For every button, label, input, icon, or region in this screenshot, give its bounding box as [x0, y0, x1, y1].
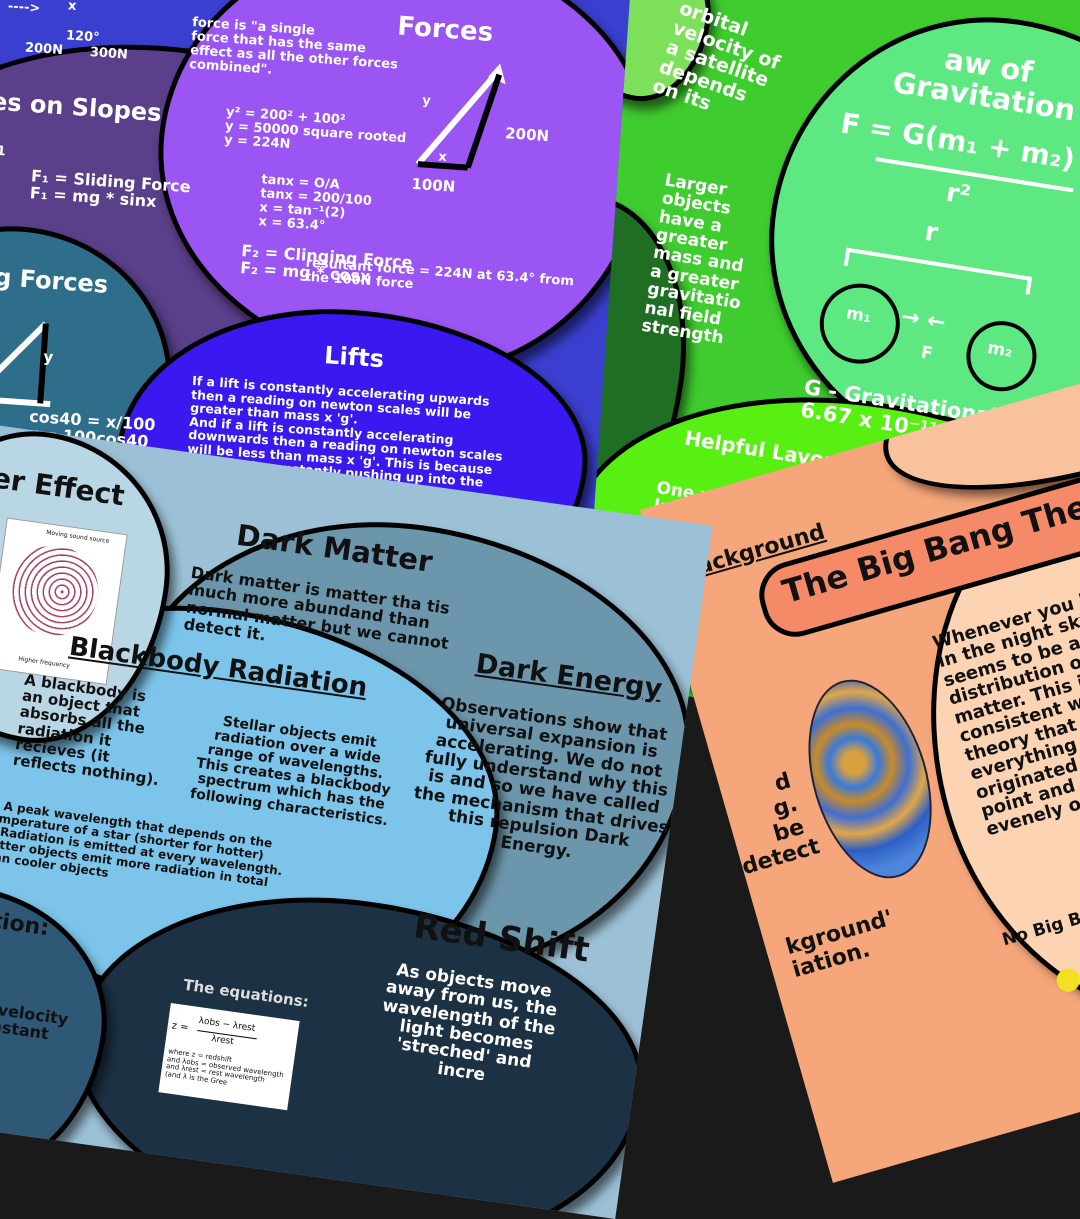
mass-one-label: m₁	[844, 303, 873, 328]
diagram-200n-label: 200N	[504, 124, 550, 146]
top-angle-label: 120°	[65, 28, 101, 46]
equation-where: where z = redshift and λobs = observed w…	[164, 1047, 285, 1087]
diagram-x-label: x	[437, 149, 448, 166]
forces-poster: Forces force is "a single force that has…	[0, 0, 639, 558]
resultant-vector-diagram	[415, 63, 506, 171]
diagram-y-label: y	[421, 93, 432, 109]
resolving-y-label: y	[42, 347, 54, 367]
formula-denominator: r²	[944, 177, 973, 212]
forces-title: Forces	[396, 11, 495, 49]
sound-wave-rings	[2, 539, 104, 642]
resolving-vector-diagram	[0, 321, 51, 408]
astrophysics-poster: er Effect Moving sound source Higher fre…	[0, 420, 713, 1219]
mass-two-label: m₂	[985, 338, 1014, 362]
lifts-title: Lifts	[323, 341, 385, 374]
top-300n-label: 300N	[89, 45, 129, 63]
top-x-label: x	[67, 0, 77, 14]
moving-source-caption: Moving sound source	[45, 529, 110, 545]
cmb-fragment-text: kground' iation.	[782, 905, 896, 983]
resultant-trig: tanx = O/A tanx = 200/100 x = tan⁻¹(2) x…	[257, 172, 373, 234]
equation-card: z = λobs − λrest λrest where z = redshif…	[158, 1003, 300, 1111]
blackbody-left-text: A blackbody is an object that absorbs al…	[11, 670, 161, 790]
top-200n-label: 200N	[24, 40, 64, 59]
equation-z: z =	[170, 1020, 190, 1034]
slopes-f1-label: F1	[0, 143, 7, 160]
higher-frequency-caption: Higher frequency	[17, 655, 71, 670]
top-arrow-dashes: ---->	[7, 0, 41, 17]
equation-denominator: λrest	[210, 1034, 235, 1048]
diagram-100n-label: 100N	[410, 174, 456, 196]
left-fragment-text: d g. be detect	[739, 768, 823, 881]
larger-objects-text: Larger objects have a greater mass and a…	[640, 170, 745, 349]
